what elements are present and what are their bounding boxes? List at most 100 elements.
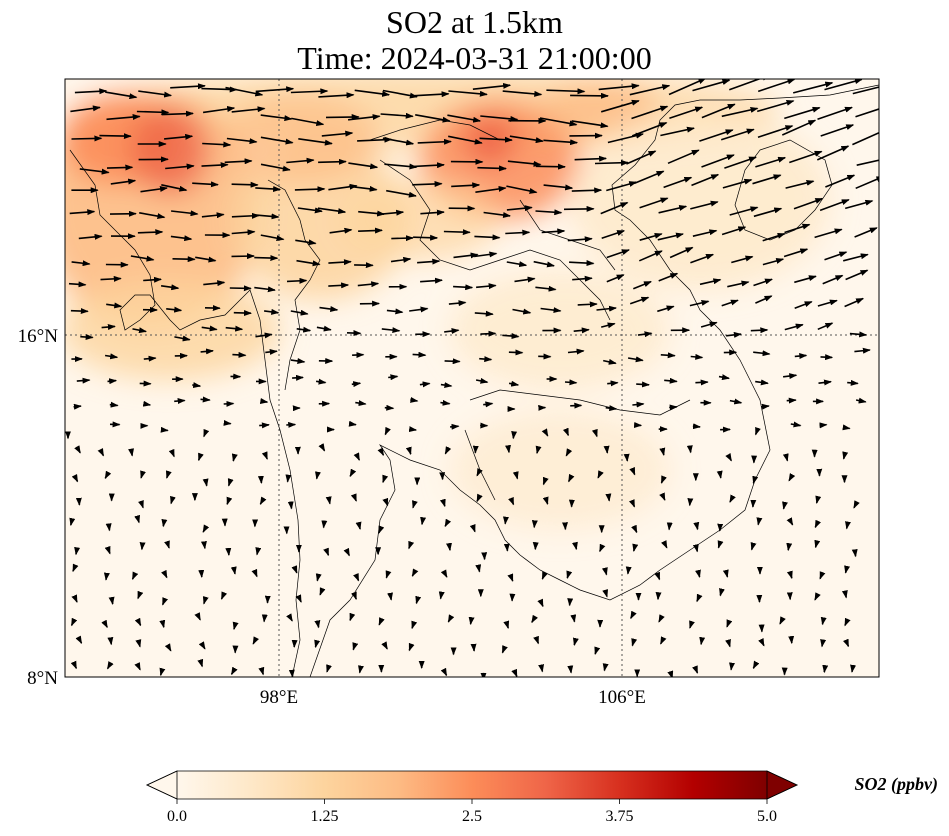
wind-arrow [379, 209, 405, 216]
wind-arrow [792, 81, 834, 94]
wind-arrow [753, 350, 771, 357]
wind-arrow [752, 174, 782, 185]
wind-arrow [629, 84, 671, 96]
wind-arrow [352, 352, 365, 359]
wind-arrow [542, 476, 549, 486]
wind-arrow [628, 499, 636, 508]
wind-arrow [474, 234, 501, 241]
wind-arrow [660, 352, 676, 359]
wind-arrow [355, 521, 362, 530]
wind-arrow [563, 205, 595, 212]
wind-arrow [232, 621, 239, 631]
wind-arrow [596, 305, 617, 312]
wind-arrow [348, 420, 357, 427]
wind-arrow [696, 593, 703, 603]
wind-arrow [103, 572, 110, 581]
wind-arrow [658, 614, 665, 623]
wind-arrow [71, 260, 91, 267]
wind-arrow [451, 182, 481, 189]
wind-arrow [261, 451, 268, 460]
wind-arrow [850, 664, 857, 673]
wind-arrow [626, 150, 657, 165]
wind-arrow [349, 468, 357, 478]
wind-arrow [819, 422, 828, 429]
wind-arrow [318, 443, 326, 452]
wind-arrow [358, 227, 383, 234]
wind-arrow [476, 283, 497, 290]
wind-arrow [408, 642, 415, 652]
wind-arrow [535, 209, 563, 216]
wind-arrow [411, 620, 418, 630]
wind-arrow [296, 326, 312, 333]
wind-arrow [260, 136, 294, 145]
wind-arrow [725, 453, 732, 462]
wind-arrow [669, 246, 694, 259]
wind-arrow [68, 281, 87, 288]
wind-arrow [659, 636, 667, 645]
wind-arrow [260, 114, 293, 122]
wind-arrow [348, 114, 381, 121]
wind-arrow [605, 405, 618, 412]
wind-arrow [381, 641, 388, 650]
wind-arrow [315, 471, 321, 480]
wind-arrow [573, 327, 590, 334]
wind-arrow [660, 475, 667, 484]
wind-arrow [659, 492, 666, 501]
wind-arrow [691, 173, 720, 187]
wind-arrow [142, 400, 152, 407]
wind-arrow [567, 348, 585, 355]
wind-arrow [716, 470, 723, 479]
wind-arrow [225, 325, 244, 332]
wind-arrow [161, 518, 168, 528]
wind-arrow [476, 467, 483, 477]
wind-arrow [203, 428, 210, 438]
wind-arrow [348, 185, 378, 192]
wind-arrow [109, 401, 119, 408]
wind-arrow [607, 380, 619, 387]
wind-arrow [729, 494, 736, 503]
border-myanmar-thailand [267, 179, 321, 391]
wind-arrow [197, 452, 204, 462]
wind-arrow [506, 261, 528, 268]
wind-arrow [692, 423, 701, 430]
border-laos-thailand [379, 159, 611, 321]
wind-arrow [689, 299, 710, 307]
wind-arrow [353, 572, 360, 582]
wind-arrow [161, 569, 168, 579]
wind-arrow [128, 448, 135, 457]
wind-arrow [382, 497, 389, 507]
map-title: SO2 at 1.5km [386, 4, 563, 40]
wind-arrow [377, 447, 385, 456]
wind-arrow [731, 255, 754, 264]
wind-arrow [666, 522, 673, 531]
wind-arrow [159, 619, 166, 629]
wind-arrow [537, 598, 544, 608]
wind-arrow [602, 589, 609, 598]
wind-vectors [65, 79, 879, 677]
wind-arrow [220, 591, 228, 600]
wind-arrow [633, 170, 665, 185]
wind-arrow [627, 356, 644, 363]
wind-arrow [419, 381, 431, 388]
wind-arrow [631, 105, 669, 120]
wind-arrow [164, 540, 170, 549]
wind-arrow [75, 635, 83, 644]
wind-arrow [543, 139, 579, 146]
wind-arrow [729, 662, 735, 671]
wind-arrow [251, 568, 258, 578]
wind-arrow [225, 547, 232, 556]
wind-arrow [233, 309, 252, 316]
wind-arrow [292, 374, 304, 381]
wind-arrow [165, 163, 195, 170]
wind-arrow [571, 187, 603, 194]
wind-arrow [546, 88, 586, 95]
wind-arrow [844, 565, 851, 574]
wind-arrow [106, 164, 134, 171]
wind-arrow [192, 382, 202, 389]
wind-arrow [502, 333, 520, 340]
wind-arrow [594, 646, 601, 655]
wind-arrow [260, 163, 291, 172]
wind-arrow [321, 520, 328, 529]
wind-arrow [355, 400, 367, 407]
wind-arrow [630, 610, 637, 620]
